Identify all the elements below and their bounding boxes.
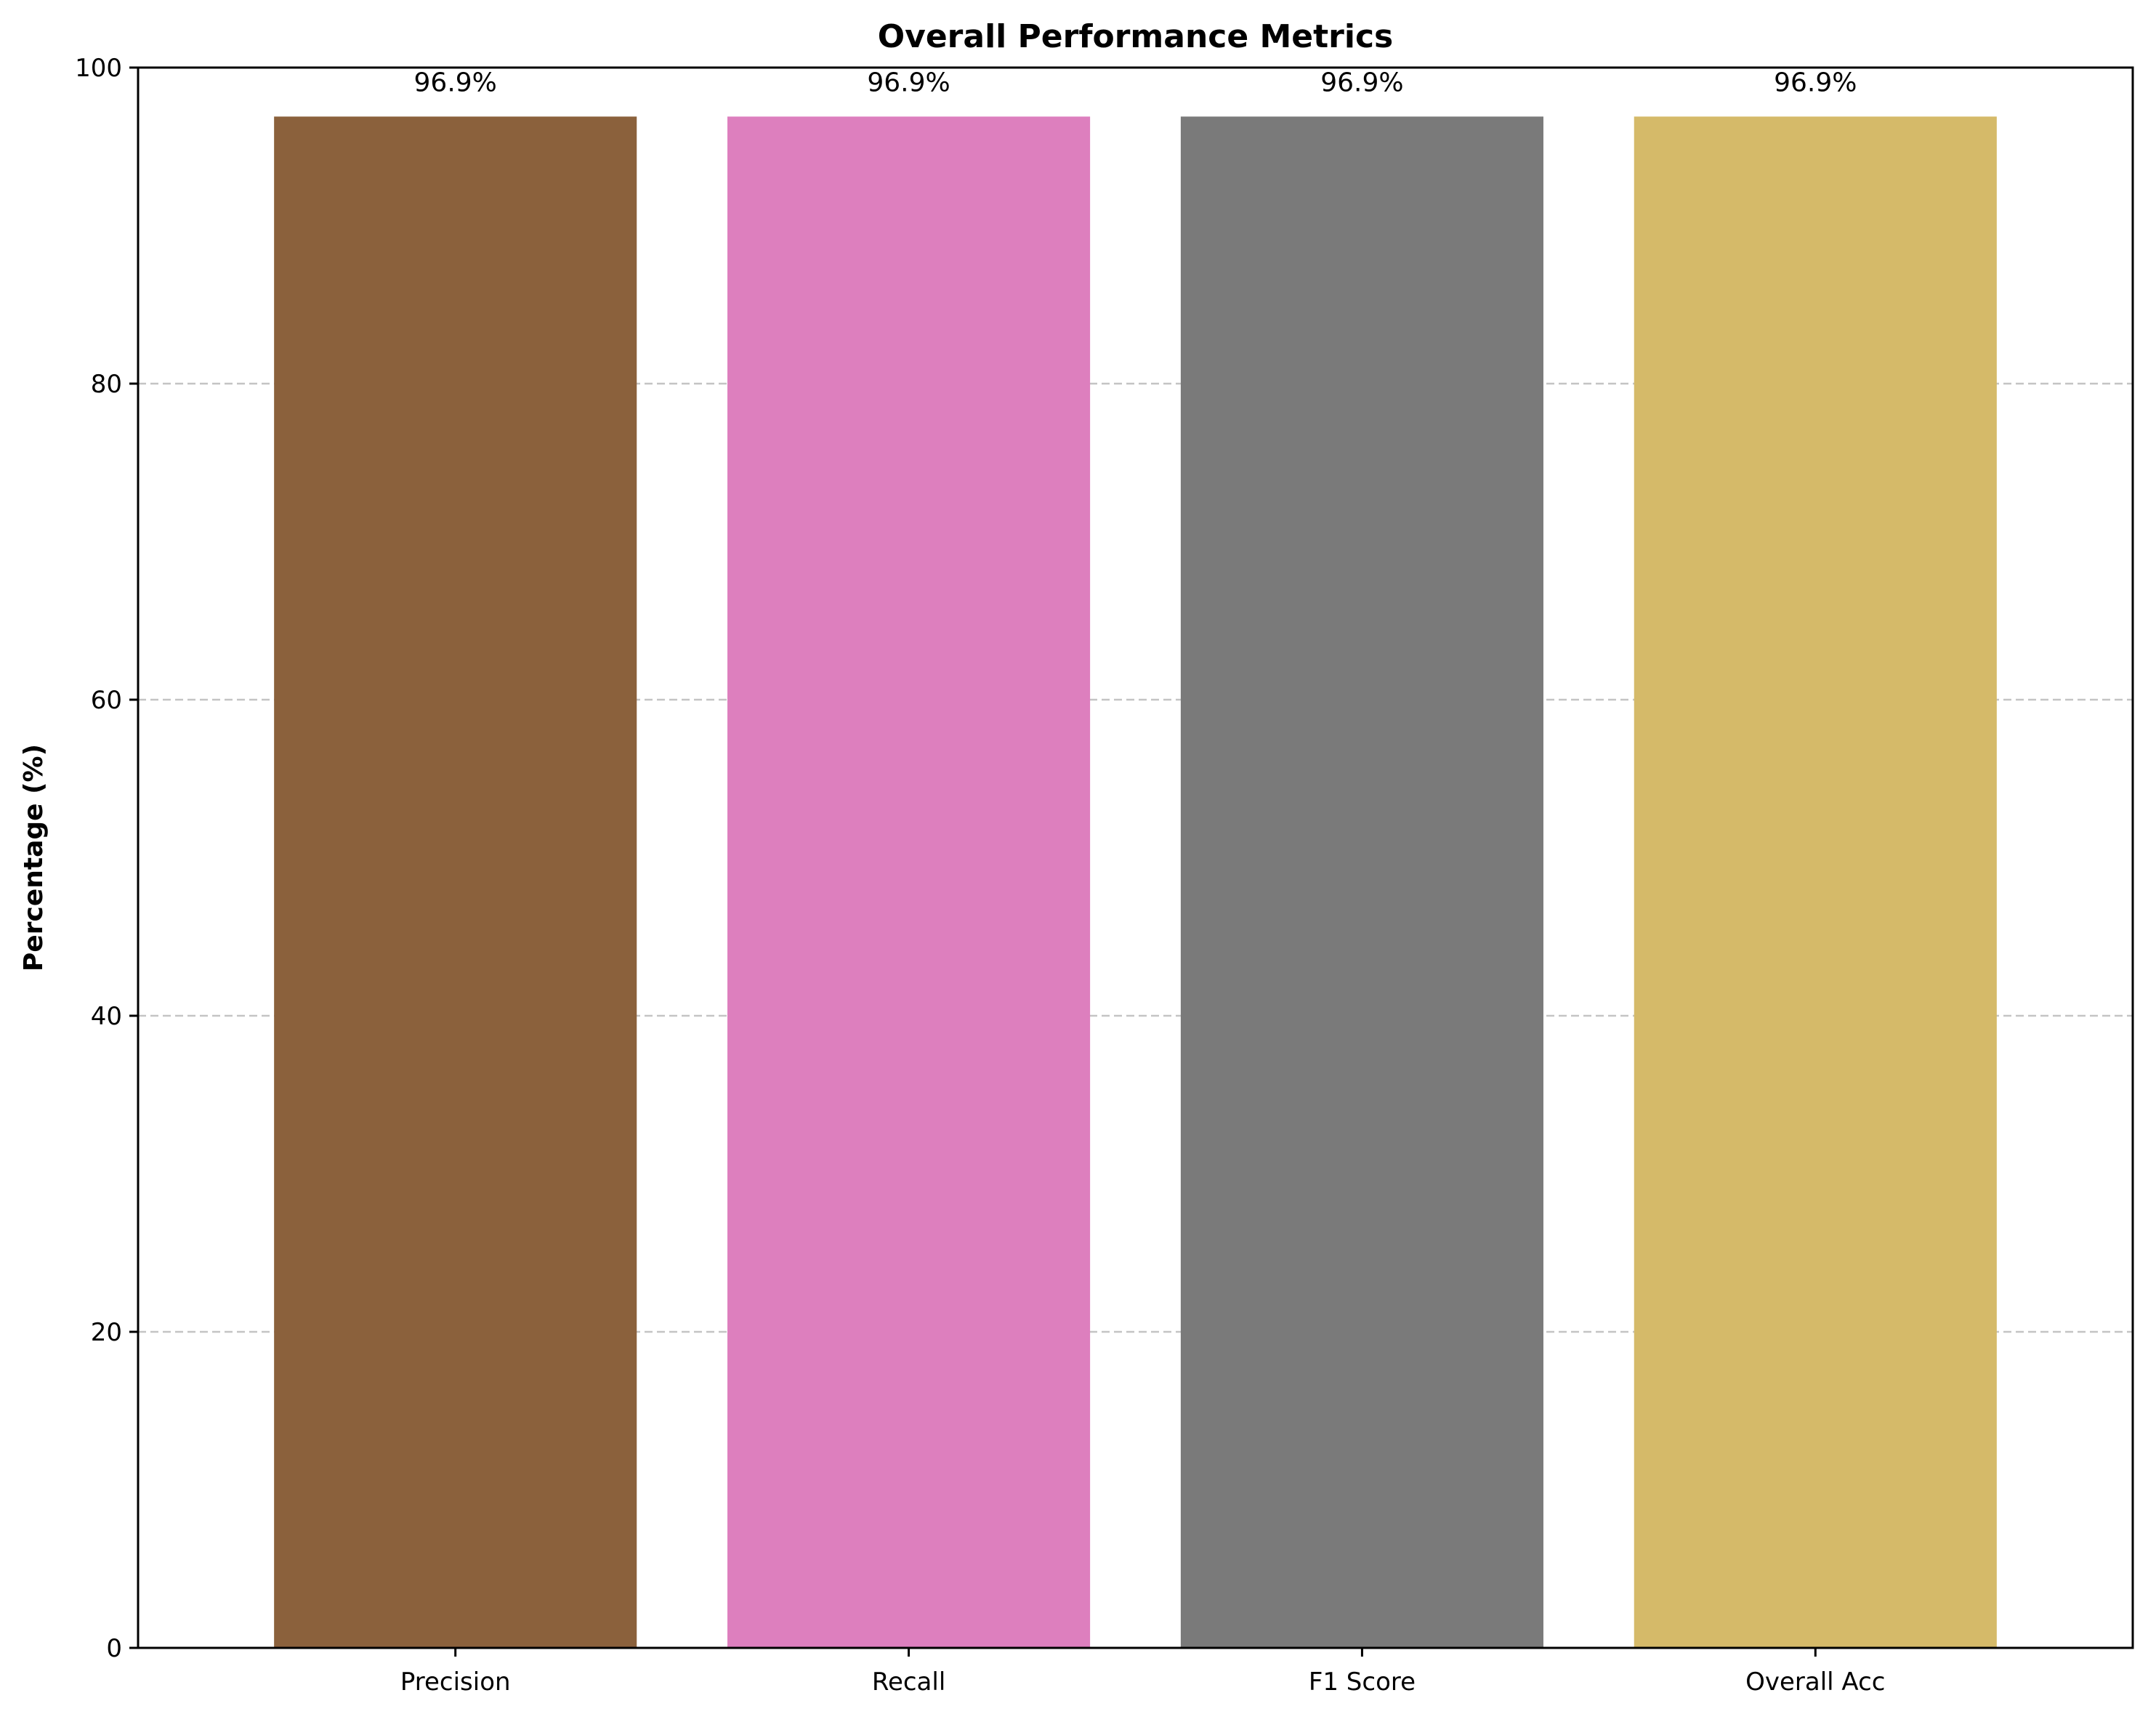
y-tick-label: 0 bbox=[106, 1634, 122, 1663]
y-tick-label: 20 bbox=[91, 1318, 122, 1347]
data-label: 96.9% bbox=[1774, 68, 1857, 97]
bars bbox=[274, 116, 1997, 1648]
chart-title: Overall Performance Metrics bbox=[878, 18, 1393, 55]
y-axis-label: Percentage (%) bbox=[19, 744, 49, 971]
bar-overall-acc bbox=[1634, 116, 1997, 1648]
axes: 0 20 40 60 80 100 Precision Recall F1 Score Overa… bbox=[75, 54, 1885, 1697]
y-tick-label: 60 bbox=[91, 686, 122, 715]
bar-f1-score bbox=[1180, 116, 1543, 1648]
y-tick-label: 100 bbox=[75, 54, 122, 83]
x-tick-label: F1 Score bbox=[1309, 1668, 1416, 1697]
bar-recall bbox=[727, 116, 1091, 1648]
y-tick-label: 40 bbox=[91, 1002, 122, 1031]
data-label: 96.9% bbox=[1320, 68, 1403, 97]
x-tick-label: Precision bbox=[400, 1668, 511, 1697]
data-label: 96.9% bbox=[867, 68, 950, 97]
plot-frame bbox=[137, 66, 2134, 1649]
x-tick-label: Recall bbox=[872, 1668, 945, 1697]
data-label: 96.9% bbox=[414, 68, 497, 97]
x-tick-label: Overall Acc bbox=[1745, 1668, 1885, 1697]
data-labels: 96.9% 96.9% 96.9% 96.9% bbox=[414, 68, 1857, 97]
bar-precision bbox=[274, 116, 637, 1648]
y-tick-label: 80 bbox=[91, 370, 122, 399]
